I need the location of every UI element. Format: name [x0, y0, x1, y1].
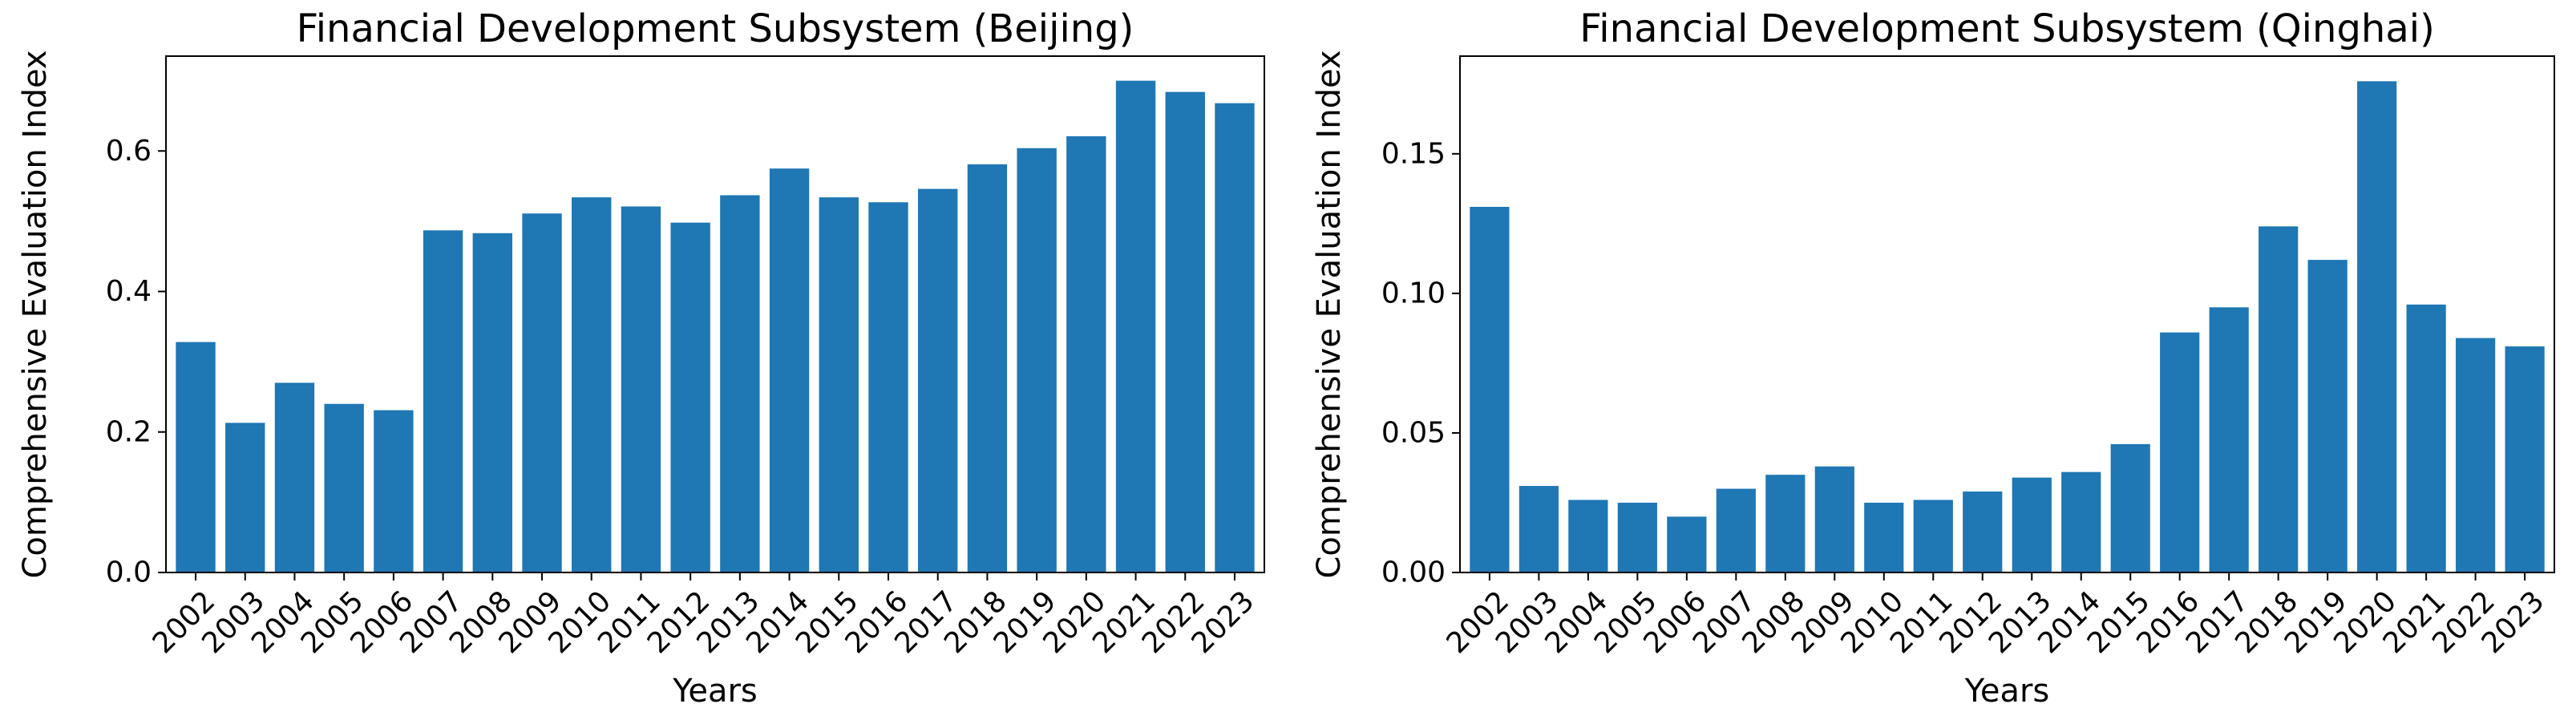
- y-tick-label: 0.0: [106, 556, 152, 589]
- x-axis-label: Years: [672, 673, 758, 710]
- y-tick-label: 0.6: [106, 135, 152, 168]
- bar-2004: [274, 382, 315, 572]
- bar-2003: [225, 423, 265, 572]
- y-tick-label: 0.2: [106, 415, 152, 448]
- bar-2015: [2110, 443, 2150, 572]
- bars: [176, 80, 1255, 572]
- bar-2022: [1165, 91, 1205, 572]
- bar-2017: [2209, 307, 2249, 572]
- x-axis-label: Years: [1964, 673, 2050, 710]
- bar-2008: [472, 233, 512, 572]
- bar-2014: [2061, 471, 2101, 572]
- x-ticks: 2002200320042005200620072008200920102011…: [1441, 572, 2551, 660]
- bar-2004: [1568, 500, 1608, 572]
- bar-2023: [1215, 103, 1255, 572]
- bar-2008: [1765, 475, 1806, 572]
- bar-2002: [176, 342, 216, 572]
- bar-2012: [670, 222, 710, 572]
- bar-2018: [967, 164, 1008, 572]
- bar-2013: [720, 195, 760, 572]
- bar-2005: [1617, 502, 1657, 572]
- bar-2006: [1667, 516, 1707, 572]
- chart-qinghai: Financial Development Subsystem (Qinghai…: [1311, 6, 2555, 710]
- bar-2020: [1066, 136, 1106, 572]
- y-axis-label: Comprehensive Evaluation Index: [1311, 50, 1348, 578]
- chart-title: Financial Development Subsystem (Beijing…: [297, 6, 1134, 51]
- y-axis-label: Comprehensive Evaluation Index: [17, 50, 54, 578]
- bar-2010: [1864, 502, 1904, 572]
- y-tick-label: 0.4: [106, 275, 152, 308]
- bar-2007: [1716, 488, 1756, 572]
- bar-2016: [2160, 332, 2200, 572]
- x-ticks: 2002200320042005200620072008200920102011…: [147, 572, 1260, 660]
- bar-2016: [868, 202, 908, 572]
- bar-2009: [522, 213, 562, 572]
- bar-2002: [1470, 206, 1510, 572]
- bar-2011: [621, 206, 661, 572]
- plot-frame: [1459, 55, 2555, 573]
- chart-title: Financial Development Subsystem (Qinghai…: [1579, 6, 2435, 51]
- bars: [1470, 81, 2545, 573]
- bar-2013: [2012, 477, 2052, 572]
- bar-2003: [1519, 486, 1559, 572]
- y-ticks: 0.00 0.05 0.10 0.15: [1381, 137, 1460, 589]
- bar-2009: [1814, 466, 1854, 572]
- y-tick-label: 0.10: [1381, 277, 1446, 309]
- y-ticks: 0.0 0.2 0.4 0.6: [106, 135, 166, 589]
- bar-2014: [769, 168, 810, 572]
- y-tick-label: 0.00: [1381, 556, 1446, 589]
- bar-2012: [1963, 491, 2003, 572]
- bar-2017: [918, 188, 958, 572]
- bar-2021: [1115, 80, 1156, 572]
- bar-2015: [819, 197, 859, 572]
- bar-2023: [2505, 346, 2545, 572]
- bar-2019: [1017, 148, 1057, 572]
- bar-2022: [2456, 338, 2496, 572]
- bar-2005: [324, 403, 364, 572]
- bar-2006: [374, 410, 414, 572]
- bar-2020: [2357, 81, 2397, 573]
- bar-2018: [2259, 226, 2299, 572]
- bar-2011: [1913, 500, 1953, 572]
- chart-beijing: Financial Development Subsystem (Beijing…: [17, 6, 1265, 710]
- bar-2010: [572, 197, 612, 572]
- plot-frame: [165, 55, 1265, 573]
- y-tick-label: 0.15: [1381, 137, 1446, 170]
- bar-2019: [2307, 260, 2348, 572]
- bar-2007: [423, 230, 463, 572]
- bar-2021: [2406, 304, 2446, 572]
- y-tick-label: 0.05: [1381, 416, 1446, 449]
